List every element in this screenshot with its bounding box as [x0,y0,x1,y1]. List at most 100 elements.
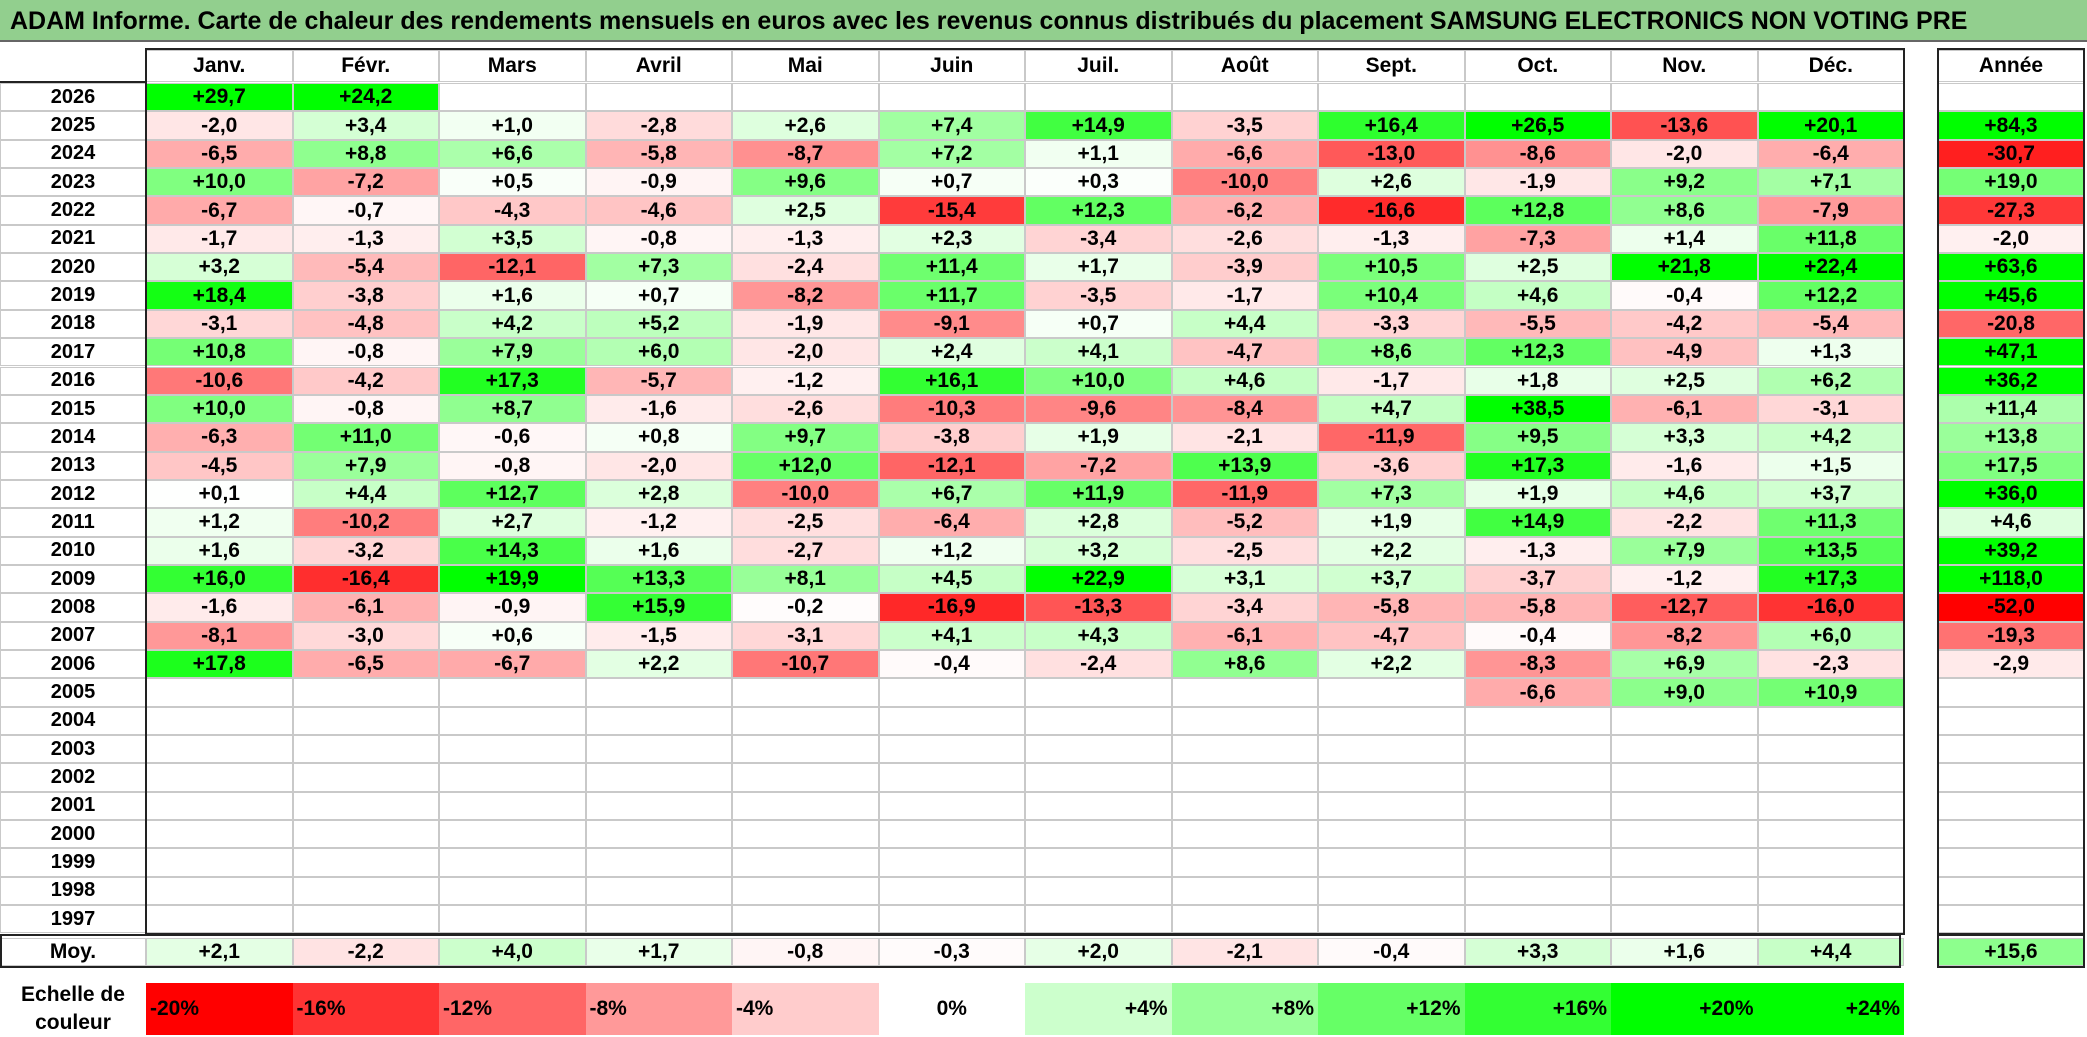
heatmap-cell [1171,791,1318,821]
year-label: 2005 [0,678,146,707]
heatmap-cell: +2,2 [1318,536,1465,565]
heatmap-cell: +11,8 [1757,224,1904,254]
heatmap-cell [878,791,1025,821]
annual-cell: -2,9 [1938,650,2084,679]
heatmap-cell [878,678,1025,707]
color-scale-swatch: -20% [146,983,293,1035]
color-scale-swatch: -12% [439,983,586,1035]
heatmap-cell: +6,9 [1611,650,1758,679]
heatmap-cell: -6,1 [1171,621,1318,650]
heatmap-cell: -1,6 [585,394,732,424]
heatmap-cell: +3,7 [1318,564,1465,594]
heatmap-cell: +9,5 [1464,423,1611,452]
color-scale-swatch: -16% [292,983,439,1035]
average-cell: +2,1 [146,938,293,966]
heatmap-cell [1025,876,1172,906]
heatmap-cell: +2,6 [732,111,879,140]
heatmap-cell: +10,9 [1757,678,1904,707]
heatmap-cell: +1,9 [1025,423,1172,452]
heatmap-cell: +0,8 [585,423,732,452]
heatmap-cell [1464,791,1611,821]
heatmap-cell: -2,6 [1171,224,1318,254]
heatmap-cell [1171,83,1318,112]
heatmap-cell: +14,9 [1025,111,1172,140]
heatmap-cell: -2,6 [732,394,879,424]
heatmap-cell [585,735,732,764]
heatmap-cell [1611,83,1758,112]
heatmap-cell: -1,7 [1171,281,1318,310]
heatmap-cell: +0,6 [439,621,586,650]
heatmap-cell: -12,1 [439,253,586,282]
heatmap-cell [292,678,439,707]
annual-cell: -52,0 [1938,593,2084,622]
annual-cell: -30,7 [1938,139,2084,169]
heatmap-cell [732,763,879,792]
heatmap-cell: -9,1 [878,309,1025,339]
header-divider [0,81,146,83]
heatmap-cell [439,848,586,877]
average-cell: +2,0 [1025,938,1172,966]
heatmap-cell [1464,763,1611,792]
heatmap-cell: +17,3 [1757,564,1904,594]
heatmap-cell [732,876,879,906]
annual-cell [1938,735,2084,764]
heatmap-cell: -3,4 [1171,593,1318,622]
heatmap-cell: -2,1 [1171,423,1318,452]
color-scale-title-line2: couleur [35,1011,111,1034]
heatmap-cell: +8,7 [439,394,586,424]
heatmap-cell [292,706,439,736]
annual-cell [1938,791,2084,821]
heatmap-cell: -8,6 [1464,139,1611,169]
heatmap-cell [1464,83,1611,112]
heatmap-cell: -0,8 [292,338,439,367]
heatmap-cell [585,763,732,792]
heatmap-cell [1611,820,1758,849]
heatmap-cell: -3,9 [1171,253,1318,282]
heatmap-cell: +4,4 [292,479,439,509]
heatmap-cell: -12,7 [1611,593,1758,622]
heatmap-cell: +1,6 [439,281,586,310]
heatmap-cell: -0,4 [1464,621,1611,650]
heatmap-cell [292,876,439,906]
heatmap-cell: -6,7 [439,650,586,679]
heatmap-cell [1318,83,1465,112]
heatmap-cell [146,876,293,906]
heatmap-cell [585,820,732,849]
heatmap-cell: +8,6 [1171,650,1318,679]
heatmap-cell [1464,820,1611,849]
heatmap-cell: -6,1 [1611,394,1758,424]
heatmap-cell: -5,8 [1464,593,1611,622]
annual-cell: +13,8 [1938,423,2084,452]
heatmap-cell: -6,6 [1464,678,1611,707]
heatmap-cell: +4,5 [878,564,1025,594]
heatmap-cell: +1,6 [146,536,293,565]
heatmap-cell: -1,3 [732,224,879,254]
annual-cell [1938,763,2084,792]
heatmap-cell: -4,2 [1611,309,1758,339]
heatmap-cell: -1,3 [1318,224,1465,254]
heatmap-cell: +16,0 [146,564,293,594]
heatmap-cell: +2,7 [439,508,586,537]
color-scale-swatch: +20% [1611,983,1758,1035]
heatmap-cell: -4,3 [439,196,586,225]
color-scale-swatch: +12% [1318,983,1465,1035]
heatmap-cell [1611,791,1758,821]
heatmap-cell [1464,905,1611,934]
heatmap-cell: -1,2 [1611,564,1758,594]
color-scale-swatch: -8% [585,983,732,1035]
heatmap-cell: -2,0 [1611,139,1758,169]
heatmap-cell: -6,5 [146,139,293,169]
heatmap-cell [146,735,293,764]
color-scale-title-line1: Echelle de [21,983,125,1006]
heatmap-cell [1318,876,1465,906]
heatmap-cell: +12,3 [1464,338,1611,367]
heatmap-cell: +3,5 [439,224,586,254]
heatmap-cell: +8,8 [292,139,439,169]
heatmap-cell [1757,735,1904,764]
heatmap-cell [585,876,732,906]
annual-cell: +36,0 [1938,479,2084,509]
heatmap-cell: -3,4 [1025,224,1172,254]
heatmap-cell: -0,7 [292,196,439,225]
heatmap-cell: +9,7 [732,423,879,452]
heatmap-cell: -5,5 [1464,309,1611,339]
